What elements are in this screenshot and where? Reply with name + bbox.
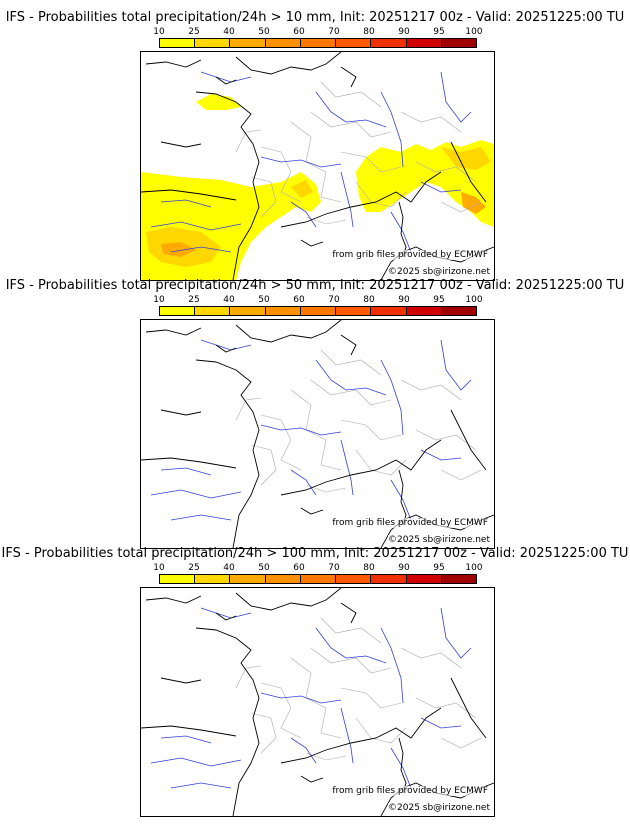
- panel-title: IFS - Probabilities total precipitation/…: [5, 278, 625, 293]
- colorbar-segment: [441, 39, 476, 47]
- map-frame: from grib files provided by ECMWF ©2025 …: [140, 51, 495, 281]
- colorbar-segment: [160, 307, 196, 315]
- colorbar-segment: [195, 575, 231, 583]
- colorbar: [159, 574, 477, 584]
- map-frame: from grib files provided by ECMWF ©2025 …: [140, 319, 495, 549]
- colorbar-segment: [300, 575, 337, 583]
- colorbar-label: 90: [398, 563, 410, 573]
- colorbar-label: 80: [363, 563, 375, 573]
- colorbar-label: 60: [293, 27, 305, 37]
- map-svg: [141, 320, 494, 548]
- colorbar-segment: [300, 307, 337, 315]
- forecast-panel-2: IFS - Probabilities total precipitation/…: [0, 278, 630, 549]
- precip-area: [291, 180, 313, 198]
- colorbar-label: 10: [153, 27, 165, 37]
- coastline: [141, 320, 494, 548]
- colorbar-segment: [441, 307, 476, 315]
- colorbar-segment: [230, 575, 266, 583]
- precip-area: [161, 242, 196, 257]
- colorbar-segment: [230, 39, 266, 47]
- colorbar-segment: [441, 575, 476, 583]
- source-credit: from grib files provided by ECMWF: [332, 250, 488, 260]
- precip-area: [196, 94, 241, 110]
- colorbar-label: 100: [465, 27, 483, 37]
- colorbar-label: 60: [293, 563, 305, 573]
- admin-boundaries: [235, 617, 482, 761]
- colorbar-label: 10: [153, 563, 165, 573]
- colorbar-segment: [336, 575, 372, 583]
- map-frame: from grib files provided by ECMWF ©2025 …: [140, 587, 495, 817]
- colorbar-segment: [265, 575, 301, 583]
- colorbar-segment: [371, 307, 407, 315]
- colorbar-label: 70: [328, 27, 340, 37]
- colorbar-segment: [371, 575, 407, 583]
- colorbar-label: 70: [328, 563, 340, 573]
- forecast-panel-1: IFS - Probabilities total precipitation/…: [0, 10, 630, 281]
- colorbar-label: 80: [363, 27, 375, 37]
- colorbar-segment: [195, 39, 231, 47]
- copyright-credit: ©2025 sb@irizone.net: [388, 803, 490, 813]
- colorbar: [159, 306, 477, 316]
- map-svg: [141, 588, 494, 816]
- precip-area: [441, 147, 491, 170]
- colorbar-label: 25: [188, 27, 200, 37]
- colorbar-label: 70: [328, 295, 340, 305]
- colorbar-segment: [406, 39, 442, 47]
- colorbar-label: 50: [258, 27, 270, 37]
- colorbar-label: 95: [433, 563, 445, 573]
- panel-title: IFS - Probabilities total precipitation/…: [5, 10, 625, 25]
- rivers: [150, 339, 472, 521]
- colorbar-label: 95: [433, 295, 445, 305]
- colorbar-label: 40: [223, 295, 235, 305]
- copyright-credit: ©2025 sb@irizone.net: [388, 267, 490, 277]
- colorbar-segment: [336, 307, 372, 315]
- colorbar-labels: 10 25 40 50 60 70 80 90 95 100: [153, 563, 482, 573]
- colorbar-segment: [371, 39, 407, 47]
- rivers: [150, 607, 472, 789]
- copyright-credit: ©2025 sb@irizone.net: [388, 535, 490, 545]
- colorbar-segment: [195, 307, 231, 315]
- colorbar-labels: 10 25 40 50 60 70 80 90 95 100: [153, 27, 482, 37]
- colorbar-label: 80: [363, 295, 375, 305]
- forecast-panel-3: IFS - Probabilities total precipitation/…: [0, 546, 630, 817]
- colorbar-labels: 10 25 40 50 60 70 80 90 95 100: [153, 295, 482, 305]
- map-svg: [141, 52, 494, 280]
- colorbar-label: 40: [223, 27, 235, 37]
- colorbar-segment: [406, 575, 442, 583]
- admin-boundaries: [235, 349, 482, 493]
- colorbar-segment: [160, 39, 196, 47]
- colorbar-label: 25: [188, 295, 200, 305]
- colorbar-label: 100: [465, 563, 483, 573]
- colorbar-label: 90: [398, 295, 410, 305]
- rivers: [150, 71, 472, 253]
- colorbar: [159, 38, 477, 48]
- colorbar-segment: [265, 39, 301, 47]
- colorbar-segment: [336, 39, 372, 47]
- colorbar-label: 25: [188, 563, 200, 573]
- colorbar-label: 60: [293, 295, 305, 305]
- panel-title: IFS - Probabilities total precipitation/…: [1, 546, 629, 561]
- colorbar-segment: [160, 575, 196, 583]
- colorbar-segment: [230, 307, 266, 315]
- colorbar-label: 40: [223, 563, 235, 573]
- colorbar-segment: [406, 307, 442, 315]
- colorbar-label: 50: [258, 295, 270, 305]
- colorbar-segment: [300, 39, 337, 47]
- colorbar-label: 100: [465, 295, 483, 305]
- colorbar-segment: [265, 307, 301, 315]
- precip-area: [461, 192, 486, 214]
- admin-boundaries: [235, 81, 482, 225]
- colorbar-label: 95: [433, 27, 445, 37]
- colorbar-label: 90: [398, 27, 410, 37]
- colorbar-label: 50: [258, 563, 270, 573]
- source-credit: from grib files provided by ECMWF: [332, 786, 488, 796]
- source-credit: from grib files provided by ECMWF: [332, 518, 488, 528]
- colorbar-label: 10: [153, 295, 165, 305]
